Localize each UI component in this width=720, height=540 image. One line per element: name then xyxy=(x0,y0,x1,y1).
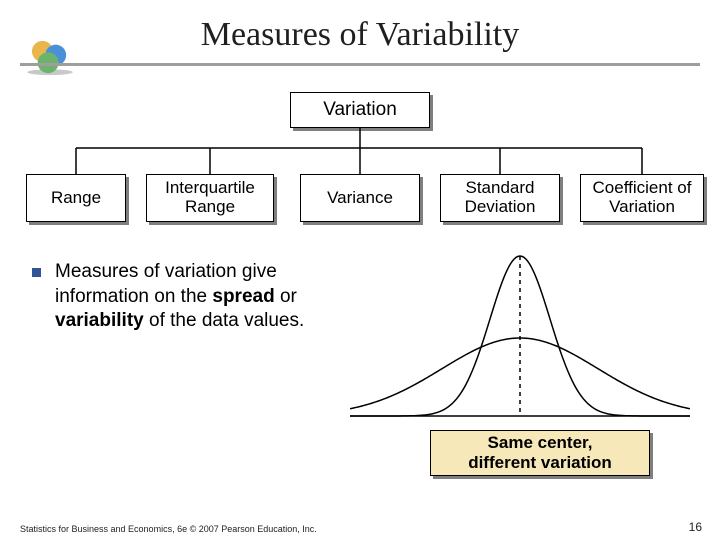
tree-leaf: Interquartile Range xyxy=(146,174,274,222)
page-number: 16 xyxy=(689,520,702,534)
tree-leaf: Standard Deviation xyxy=(440,174,560,222)
variation-curves-chart xyxy=(350,248,690,433)
tree-leaf: Variance xyxy=(300,174,420,222)
caption-line1: Same center, xyxy=(488,433,593,452)
tree-leaf: Range xyxy=(26,174,126,222)
tree-leaf: Coefficient of Variation xyxy=(580,174,704,222)
variation-tree: Variation Range Interquartile Range Varian… xyxy=(0,92,720,232)
bullet-icon xyxy=(32,268,41,277)
caption-line2: different variation xyxy=(468,453,612,472)
slide-title: Measures of Variability xyxy=(0,16,720,54)
tree-root: Variation xyxy=(290,92,430,128)
copyright-footer: Statistics for Business and Economics, 6… xyxy=(20,524,317,534)
title-underline xyxy=(20,63,700,66)
curves-caption: Same center, different variation xyxy=(430,430,650,476)
body-paragraph: Measures of variation give information o… xyxy=(55,260,335,334)
